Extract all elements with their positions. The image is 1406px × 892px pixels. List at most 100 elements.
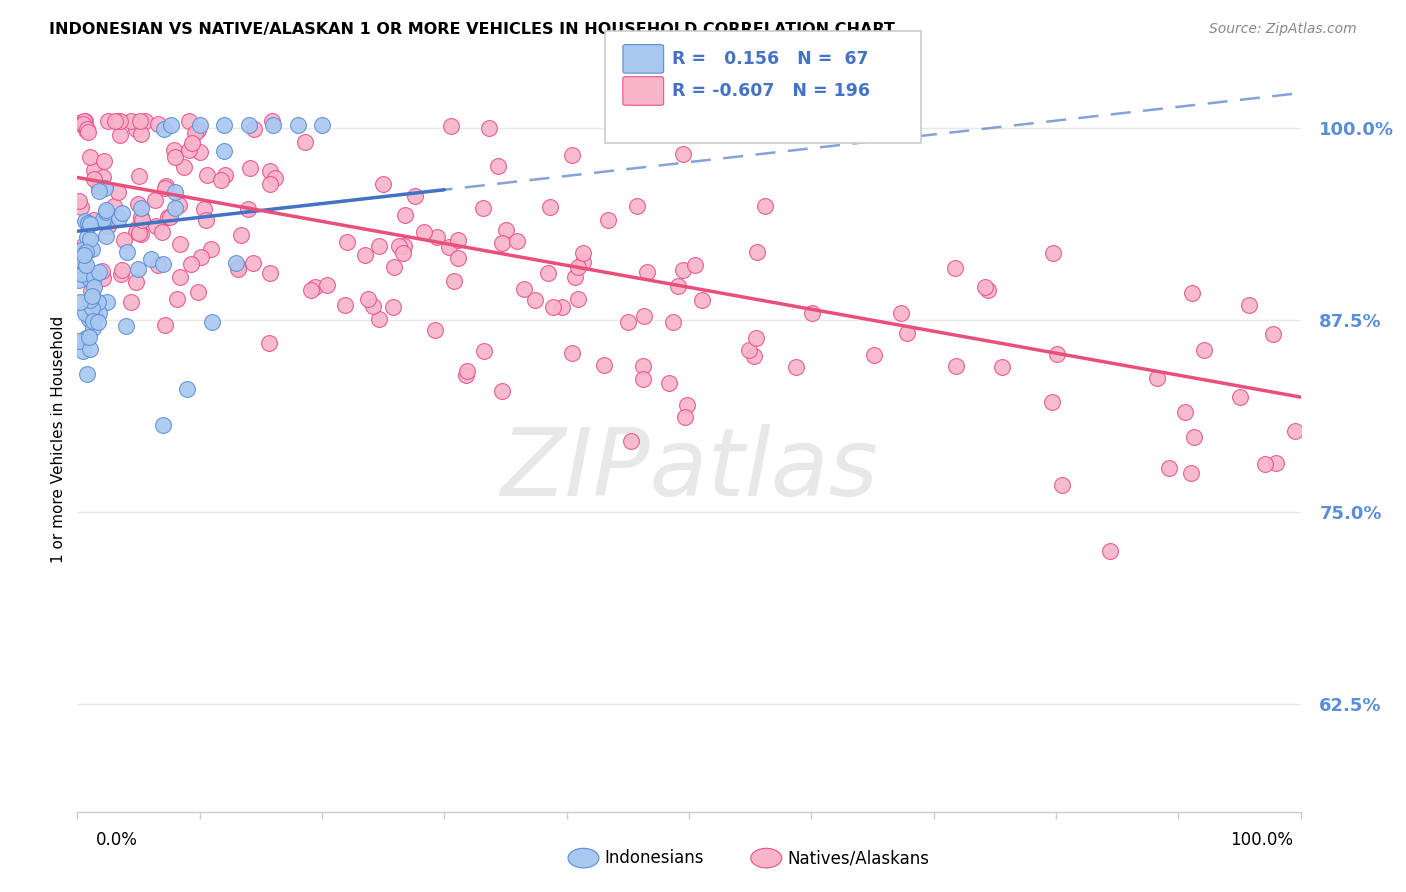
Point bbox=[744, 331, 766, 345]
Point bbox=[1040, 394, 1063, 409]
Point bbox=[537, 266, 560, 280]
Point bbox=[1157, 461, 1180, 475]
Point bbox=[564, 269, 586, 284]
Point bbox=[127, 219, 149, 234]
Point bbox=[690, 293, 713, 308]
Point bbox=[120, 113, 142, 128]
Point bbox=[238, 118, 260, 132]
Point bbox=[195, 169, 218, 183]
Point bbox=[104, 113, 127, 128]
Point bbox=[146, 258, 169, 272]
Point bbox=[165, 150, 187, 164]
Point bbox=[616, 314, 638, 328]
Point bbox=[315, 278, 337, 293]
Point bbox=[257, 336, 280, 351]
Point bbox=[336, 235, 359, 249]
Point bbox=[79, 293, 101, 307]
Point bbox=[472, 201, 495, 215]
Text: R = -0.607   N = 196: R = -0.607 N = 196 bbox=[672, 82, 870, 100]
Point bbox=[259, 177, 281, 191]
Point bbox=[1254, 458, 1277, 472]
Point bbox=[163, 143, 186, 157]
Point bbox=[91, 212, 114, 227]
Point bbox=[304, 279, 326, 293]
Point bbox=[260, 113, 283, 128]
Point bbox=[75, 123, 97, 137]
Point bbox=[80, 289, 103, 303]
Point bbox=[236, 202, 259, 216]
Point bbox=[67, 116, 90, 130]
Point bbox=[243, 121, 266, 136]
Point bbox=[425, 323, 447, 337]
Point bbox=[662, 315, 685, 329]
Point bbox=[413, 225, 436, 239]
Point bbox=[131, 210, 153, 224]
Point bbox=[890, 306, 912, 320]
Point bbox=[129, 201, 152, 215]
Point bbox=[177, 143, 200, 157]
Point bbox=[145, 219, 167, 233]
Point bbox=[83, 212, 105, 227]
Point bbox=[263, 170, 285, 185]
Point bbox=[454, 368, 477, 382]
Point bbox=[188, 119, 211, 133]
Y-axis label: 1 or more Vehicles in Household: 1 or more Vehicles in Household bbox=[51, 316, 66, 563]
Point bbox=[70, 200, 93, 214]
Point bbox=[111, 263, 134, 277]
Point bbox=[214, 168, 236, 182]
Point bbox=[80, 242, 103, 256]
Point bbox=[1180, 466, 1202, 480]
Point bbox=[200, 242, 222, 256]
Point bbox=[173, 160, 195, 174]
Point bbox=[76, 368, 98, 382]
Point bbox=[129, 227, 152, 242]
Point bbox=[671, 263, 693, 277]
Point bbox=[176, 382, 198, 396]
Point bbox=[738, 343, 761, 357]
Point bbox=[333, 298, 356, 312]
Point bbox=[83, 171, 105, 186]
Point bbox=[153, 318, 176, 332]
Point bbox=[194, 212, 217, 227]
Point bbox=[79, 150, 101, 164]
Point bbox=[666, 278, 689, 293]
Point bbox=[129, 113, 152, 128]
Point bbox=[67, 273, 90, 287]
Point bbox=[673, 410, 696, 425]
Point bbox=[226, 260, 249, 275]
Point bbox=[394, 209, 416, 223]
Point bbox=[73, 113, 96, 128]
Point bbox=[143, 193, 166, 207]
Point bbox=[506, 234, 529, 248]
Point bbox=[294, 135, 316, 149]
Point bbox=[225, 256, 247, 270]
Point bbox=[184, 126, 207, 140]
Point bbox=[72, 117, 94, 131]
Point bbox=[382, 260, 405, 274]
Point bbox=[69, 334, 91, 349]
Point bbox=[89, 265, 111, 279]
Point bbox=[67, 194, 90, 208]
Point bbox=[361, 299, 384, 313]
Point bbox=[180, 257, 202, 271]
Point bbox=[201, 315, 224, 329]
Point bbox=[89, 180, 111, 194]
Point bbox=[754, 199, 776, 213]
Point bbox=[495, 222, 517, 236]
Point bbox=[169, 269, 191, 284]
Point bbox=[83, 292, 105, 306]
Point bbox=[108, 113, 131, 128]
Point bbox=[112, 233, 135, 247]
Point bbox=[120, 295, 142, 310]
Point bbox=[83, 269, 105, 284]
Point bbox=[974, 279, 997, 293]
Point bbox=[990, 359, 1012, 374]
Point bbox=[79, 342, 101, 356]
Point bbox=[69, 294, 91, 309]
Point bbox=[368, 239, 391, 253]
Point bbox=[381, 301, 404, 315]
Point bbox=[1181, 286, 1204, 301]
Point bbox=[388, 239, 411, 253]
Point bbox=[1042, 246, 1064, 260]
Point bbox=[287, 118, 309, 132]
